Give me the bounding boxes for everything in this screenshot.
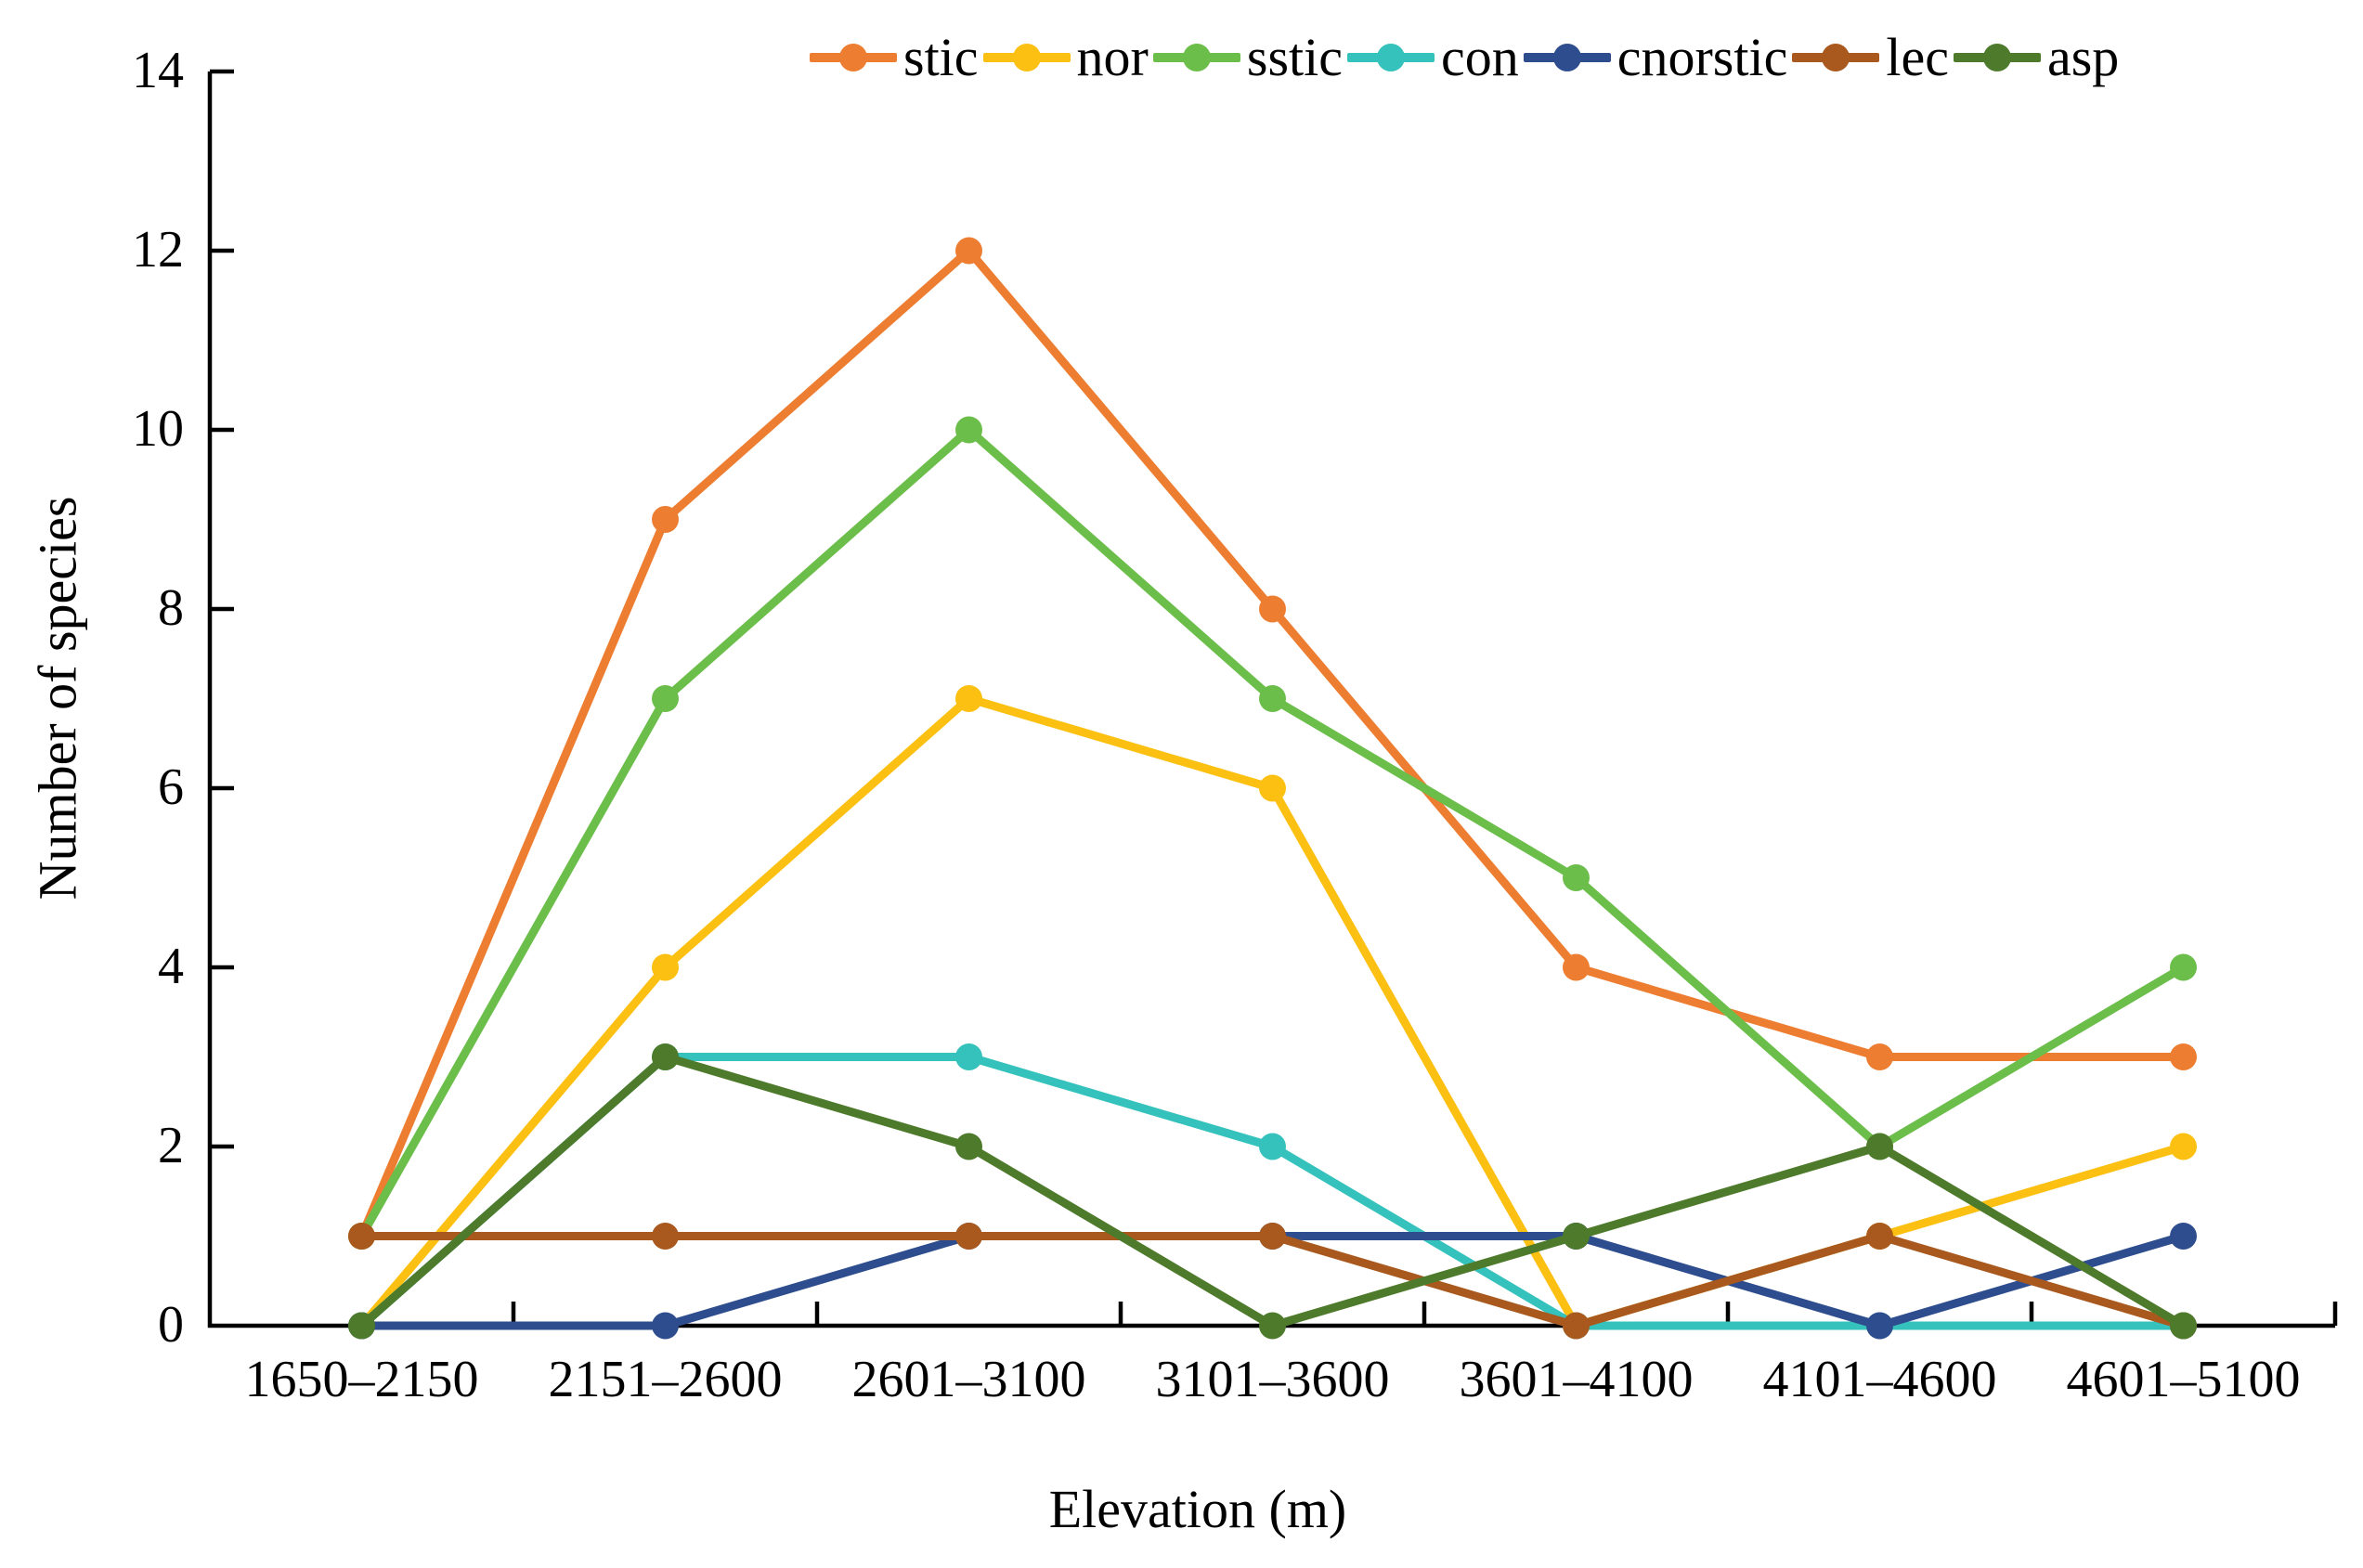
series-marker-cnorstic [652, 1312, 679, 1340]
y-tick-label: 4 [158, 937, 184, 995]
series-marker-nor [652, 953, 679, 981]
y-tick-label: 10 [132, 399, 184, 458]
series-marker-cnorstic [1866, 1312, 1893, 1340]
legend-marker-con [1347, 42, 1435, 73]
legend-marker-stic [810, 42, 897, 73]
series-marker-con [955, 1043, 982, 1070]
series-marker-cnorstic [2170, 1223, 2197, 1250]
series-marker-asp [652, 1043, 679, 1070]
series-marker-stic [2170, 1043, 2197, 1070]
series-marker-stic [1866, 1043, 1893, 1070]
legend-item-con: con [1347, 31, 1524, 84]
series-marker-asp [1259, 1312, 1286, 1340]
series-marker-sstic [1259, 685, 1286, 712]
series-marker-lec [348, 1223, 375, 1250]
series-marker-stic [1259, 595, 1286, 623]
legend-marker-nor [982, 42, 1071, 73]
series-marker-sstic [1563, 864, 1590, 891]
series-marker-asp [348, 1312, 375, 1340]
series-marker-nor [2170, 1133, 2197, 1160]
x-tick-label: 4101–4600 [1762, 1351, 1997, 1408]
series-marker-lec [955, 1223, 982, 1250]
series-marker-nor [955, 685, 982, 712]
legend-label: stic [903, 27, 979, 87]
y-tick-label: 0 [158, 1295, 184, 1354]
y-tick-label: 8 [158, 578, 184, 637]
series-marker-asp [1866, 1133, 1893, 1160]
y-tick-label: 6 [158, 758, 184, 816]
x-axis-title: Elevation (m) [1048, 1479, 1347, 1539]
y-tick-label: 12 [132, 220, 184, 279]
series-marker-lec [1563, 1312, 1590, 1340]
series-marker-stic [1563, 953, 1590, 981]
legend-item-stic: stic [810, 31, 983, 84]
x-tick-label: 3601–4100 [1459, 1351, 1694, 1408]
series-marker-asp [2170, 1312, 2197, 1340]
series-marker-sstic [2170, 953, 2197, 981]
legend-item-cnorstic: cnorstic [1523, 27, 1793, 87]
legend-item-lec: lec [1792, 31, 1954, 84]
series-marker-lec [1259, 1223, 1286, 1250]
y-axis-title: Number of species [27, 496, 88, 901]
legend-label: con [1441, 27, 1519, 87]
legend-label: nor [1076, 27, 1149, 87]
legend-item-sstic: sstic [1152, 27, 1347, 87]
x-tick-label: 2601–3100 [851, 1351, 1086, 1408]
legend-marker-cnorstic [1523, 42, 1611, 73]
legend-item-asp: asp [1953, 27, 2123, 87]
legend-marker-sstic [1152, 42, 1240, 73]
series-marker-sstic [652, 685, 679, 712]
series-marker-nor [1259, 774, 1286, 802]
legend: stic nor sstic con cnorstic lec asp [810, 15, 2123, 100]
series-marker-con [1259, 1133, 1286, 1160]
x-tick-label: 3101–3600 [1155, 1351, 1390, 1408]
series-marker-asp [1563, 1223, 1590, 1250]
legend-label: sstic [1246, 27, 1343, 87]
legend-label: cnorstic [1616, 27, 1788, 87]
x-tick-label: 4601–5100 [2066, 1351, 2301, 1408]
series-marker-lec [1866, 1223, 1893, 1250]
legend-marker-lec [1792, 42, 1880, 73]
y-tick-label: 14 [132, 41, 184, 99]
y-tick-label: 2 [158, 1116, 184, 1174]
series-line-asp [357, 1053, 2188, 1330]
series-marker-sstic [955, 416, 982, 444]
x-tick-label: 2151–2600 [548, 1351, 783, 1408]
x-tick-label: 1650–2150 [244, 1351, 479, 1408]
series-marker-stic [955, 237, 982, 265]
series-marker-lec [652, 1223, 679, 1250]
series-marker-asp [955, 1133, 982, 1160]
legend-label: lec [1886, 27, 1949, 87]
legend-marker-asp [1953, 42, 2041, 73]
series-line-sstic [357, 425, 2188, 1240]
series-line-con [357, 1053, 2188, 1330]
legend-label: asp [2046, 27, 2120, 87]
series-marker-stic [652, 506, 679, 533]
legend-item-nor: nor [982, 27, 1153, 87]
